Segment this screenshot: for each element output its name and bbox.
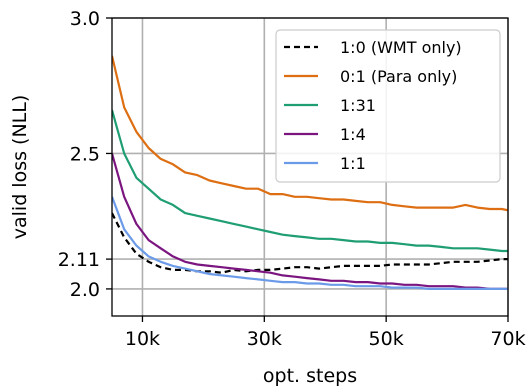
y-tick-label: 2.5 [70, 143, 100, 165]
series-line-1-0-wmt-only- [112, 212, 508, 274]
series-line-0-1-para-only- [112, 55, 508, 212]
x-tick-label: 50k [369, 328, 404, 350]
legend-label: 1:0 (WMT only) [340, 38, 462, 57]
legend-label: 1:31 [340, 96, 376, 115]
x-tick-label: 10k [125, 328, 160, 350]
plot-frame [111, 17, 509, 317]
y-tick-label: 2.11 [58, 249, 100, 271]
x-tick-label: 70k [490, 328, 525, 350]
legend-label: 0:1 (Para only) [340, 67, 457, 86]
series-line-1-4 [112, 153, 508, 290]
legend-box [275, 29, 501, 183]
y-tick-label: 3.0 [70, 8, 100, 30]
legend-label: 1:1 [340, 154, 366, 173]
series-line-1-31 [112, 109, 508, 253]
y-tick-label: 2.0 [70, 279, 100, 301]
x-axis-title: opt. steps [263, 365, 357, 387]
legend: 1:0 (WMT only) 0:1 (Para only) 1:31 1:4 1:1 [275, 29, 501, 183]
y-axis-title: valid loss (NLL) [9, 95, 31, 240]
legend-label: 1:4 [340, 125, 366, 144]
x-tick-label: 30k [247, 328, 282, 350]
series-line-1-1 [112, 196, 508, 290]
